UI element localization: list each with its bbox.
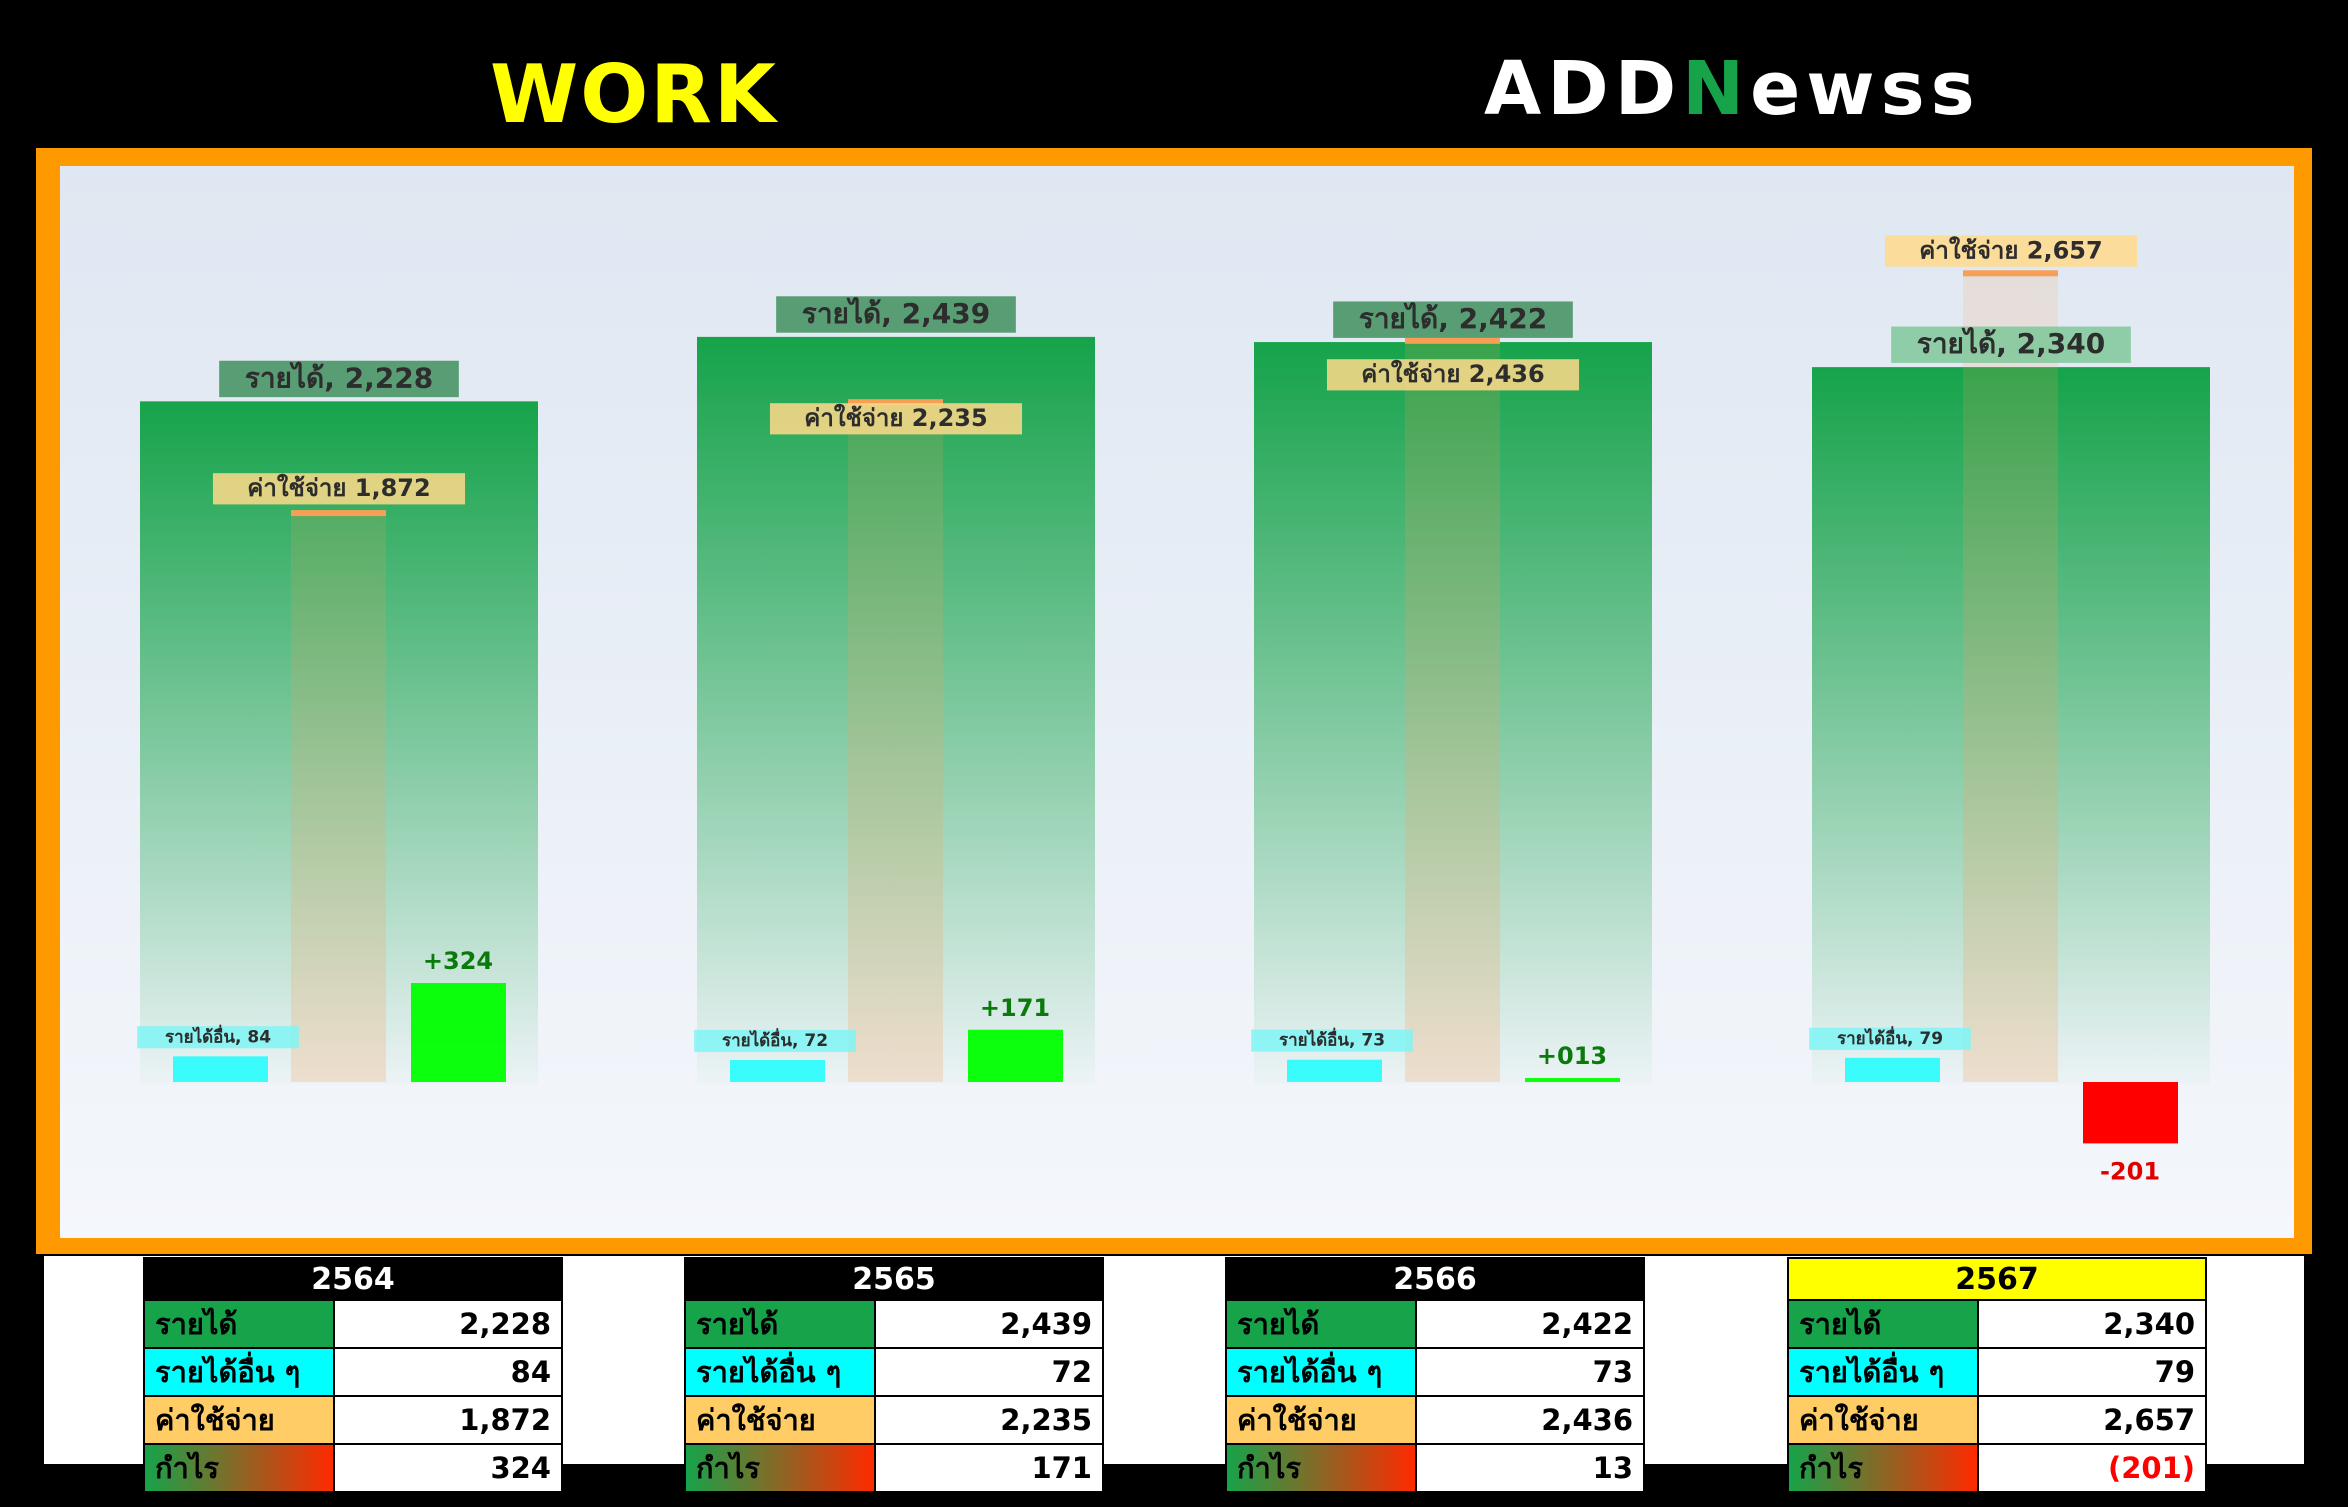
row-label-profit: กำไร [1787, 1443, 1979, 1493]
expense-bar-top [848, 399, 943, 406]
chart-svg: รายได้, 2,228 ค่าใช้จ่าย 1,872 รายได้อื่น,… [137, 235, 2210, 1185]
row-label-profit: กำไร [143, 1443, 335, 1493]
row-label-expense: ค่าใช้จ่าย [143, 1395, 335, 1445]
other-income-label: รายได้อื่น, 84 [165, 1024, 271, 1047]
revenue-label: รายได้, 2,422 [1359, 302, 1547, 335]
profit-label: +013 [1537, 1042, 1607, 1070]
other-income-bar [173, 1056, 268, 1082]
profit-label: +171 [980, 994, 1050, 1022]
expense-bar-top [1963, 270, 2058, 277]
expense-label-bg [1884, 235, 2138, 267]
expense-label-bg [212, 473, 466, 505]
expense-label: ค่าใช้จ่าย 2,436 [1361, 359, 1544, 388]
logo-suffix: ewss [1750, 46, 1981, 132]
row-value-expense: 2,657 [1977, 1395, 2207, 1445]
row-value-expense: 1,872 [333, 1395, 563, 1445]
expense-bar [291, 510, 386, 1082]
chart-plot-area: รายได้, 2,228 ค่าใช้จ่าย 1,872 รายได้อื่น,… [60, 166, 2294, 1238]
other-income-label-bg [694, 1029, 856, 1052]
row-value-profit: 13 [1415, 1443, 1645, 1493]
expense-bar [848, 399, 943, 1082]
row-value-profit: 324 [333, 1443, 563, 1493]
revenue-label-bg [1333, 301, 1573, 338]
table-year: 2567 [1787, 1257, 2207, 1301]
other-income-label: รายได้อื่น, 72 [722, 1028, 828, 1051]
profit-bar [411, 983, 506, 1082]
row-label-other-income: รายได้อื่น ๆ [684, 1347, 876, 1397]
row-label-profit: กำไร [684, 1443, 876, 1493]
row-value-expense: 2,235 [874, 1395, 1104, 1445]
row-label-other-income: รายได้อื่น ๆ [1225, 1347, 1417, 1397]
row-value-revenue: 2,439 [874, 1299, 1104, 1349]
other-income-bar [1287, 1059, 1382, 1082]
other-income-label: รายได้อื่น, 73 [1279, 1028, 1385, 1051]
row-label-expense: ค่าใช้จ่าย [1225, 1395, 1417, 1445]
summary-table-2567: 2567 รายได้ 2,340 รายได้อื่น ๆ 79 ค่าใช้จ่… [1787, 1257, 2207, 1493]
row-value-other-income: 84 [333, 1347, 563, 1397]
table-year: 2565 [684, 1257, 1104, 1301]
row-label-other-income: รายได้อื่น ๆ [143, 1347, 335, 1397]
expense-bar-top [1405, 337, 1500, 344]
logo-n: N [1682, 46, 1751, 132]
profit-bar [968, 1029, 1063, 1082]
summary-table-2566: 2566 รายได้ 2,422 รายได้อื่น ๆ 73 ค่าใช้จ่… [1225, 1257, 1645, 1493]
revenue-label-bg [1891, 326, 2131, 363]
row-value-revenue: 2,340 [1977, 1299, 2207, 1349]
row-value-other-income: 73 [1415, 1347, 1645, 1397]
row-label-revenue: รายได้ [1225, 1299, 1417, 1349]
expense-bar [1405, 337, 1500, 1082]
summary-table-2564: 2564 รายได้ 2,228 รายได้อื่น ๆ 84 ค่าใช้จ่… [143, 1257, 563, 1493]
other-income-label-bg [1809, 1027, 1971, 1050]
row-value-profit: 171 [874, 1443, 1104, 1493]
row-label-revenue: รายได้ [143, 1299, 335, 1349]
profit-bar [1525, 1078, 1620, 1083]
profit-bar [2083, 1082, 2178, 1144]
row-label-expense: ค่าใช้จ่าย [684, 1395, 876, 1445]
row-value-profit: (201) [1977, 1443, 2207, 1493]
row-label-other-income: รายได้อื่น ๆ [1787, 1347, 1979, 1397]
expense-label: ค่าใช้จ่าย 2,235 [804, 403, 987, 432]
row-label-revenue: รายได้ [1787, 1299, 1979, 1349]
logo-prefix: ADD [1484, 46, 1683, 132]
table-year: 2564 [143, 1257, 563, 1301]
row-value-other-income: 72 [874, 1347, 1104, 1397]
summary-table-2565: 2565 รายได้ 2,439 รายได้อื่น ๆ 72 ค่าใช้จ่… [684, 1257, 1104, 1493]
expense-bar [1963, 270, 2058, 1082]
revenue-label-bg [776, 296, 1016, 333]
profit-label: -201 [2100, 1157, 2160, 1185]
row-label-expense: ค่าใช้จ่าย [1787, 1395, 1979, 1445]
other-income-bar [1845, 1057, 1940, 1082]
expense-label: ค่าใช้จ่าย 1,872 [247, 473, 430, 502]
row-value-revenue: 2,422 [1415, 1299, 1645, 1349]
expense-bar-top [291, 510, 386, 517]
revenue-label-bg [219, 360, 459, 398]
table-year: 2566 [1225, 1257, 1645, 1301]
row-label-profit: กำไร [1225, 1443, 1417, 1493]
revenue-label: รายได้, 2,340 [1917, 327, 2105, 360]
other-income-bar [730, 1060, 825, 1082]
brand-logo: ADDNewss [1484, 46, 1981, 132]
other-income-label-bg [137, 1026, 299, 1049]
revenue-label: รายได้, 2,228 [245, 361, 433, 394]
row-value-expense: 2,436 [1415, 1395, 1645, 1445]
revenue-label: รายได้, 2,439 [802, 297, 990, 330]
row-value-other-income: 79 [1977, 1347, 2207, 1397]
profit-label: +324 [423, 947, 493, 975]
row-value-revenue: 2,228 [333, 1299, 563, 1349]
page-title: WORK [490, 48, 778, 141]
expense-label-bg [769, 403, 1023, 435]
other-income-label-bg [1251, 1029, 1413, 1052]
expense-label: ค่าใช้จ่าย 2,657 [1919, 235, 2102, 264]
expense-label-bg [1326, 359, 1580, 391]
row-label-revenue: รายได้ [684, 1299, 876, 1349]
other-income-label: รายได้อื่น, 79 [1837, 1026, 1943, 1049]
